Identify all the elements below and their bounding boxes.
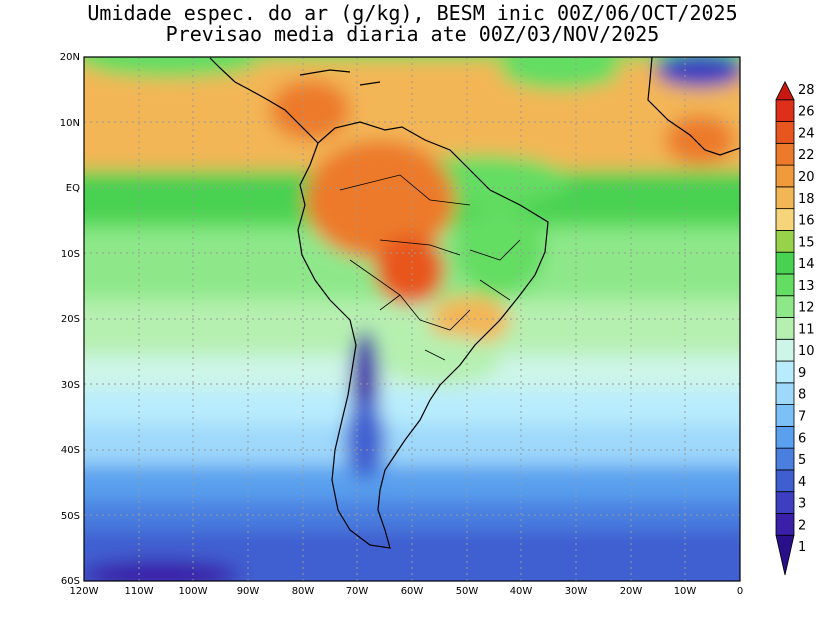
lon-label: 20W	[620, 586, 643, 597]
lon-label: 110W	[125, 586, 154, 597]
colorbar-label: 28	[798, 83, 815, 98]
colorbar-swatch	[775, 186, 795, 210]
colorbar-swatch	[775, 208, 795, 231]
colorbar-swatch	[775, 121, 795, 144]
lon-label: 30W	[565, 586, 588, 597]
colorbar-swatch	[775, 99, 795, 122]
lat-label: 20N	[60, 52, 80, 63]
colorbar-label: 13	[798, 279, 815, 294]
colorbar-label: 5	[798, 453, 806, 468]
colorbar-label: 3	[798, 497, 806, 512]
colorbar-label: 14	[798, 257, 815, 272]
colorbar-label: 9	[798, 366, 806, 381]
latitude-labels: 20N 10N EQ 10S 20S 30S 40S 50S 60S	[60, 52, 80, 587]
colorbar-swatch	[775, 142, 795, 166]
colorbar-swatch	[775, 447, 795, 471]
colorbar-label: 7	[798, 409, 806, 424]
colorbar-label: 8	[798, 388, 806, 403]
lon-label: 60W	[401, 586, 424, 597]
south-america-outline	[297, 121, 549, 549]
longitude-labels: 120W 110W 100W 90W 80W 70W 60W 50W 40W 3…	[70, 586, 744, 597]
colorbar-swatch	[775, 491, 795, 514]
colorbar-label: 2	[798, 518, 806, 533]
colorbar-label: 6	[798, 431, 806, 446]
lat-label: 10S	[61, 249, 80, 260]
colorbar-label: 26	[798, 105, 815, 120]
colorbar-swatch	[775, 338, 795, 362]
colorbar-swatch	[775, 251, 795, 275]
lon-label: 50W	[456, 586, 479, 597]
lon-label: 10W	[674, 586, 697, 597]
lon-label: 100W	[179, 586, 208, 597]
lon-label: 0	[737, 586, 743, 597]
lat-label: 40S	[61, 445, 80, 456]
humidity-field	[84, 57, 740, 581]
colorbar-swatch	[775, 164, 795, 188]
colorbar-label: 11	[798, 322, 815, 337]
lon-label: 120W	[70, 586, 99, 597]
colorbar-label: 15	[798, 235, 815, 250]
colorbar-swatch	[775, 382, 795, 405]
colorbar-swatch	[775, 317, 795, 340]
colorbar-swatch	[775, 230, 795, 253]
colorbar-label: 18	[798, 192, 815, 207]
map-title-line1: Umidade espec. do ar (g/kg), BESM inic 0…	[87, 1, 738, 25]
colorbar-label: 22	[798, 148, 815, 163]
plot-frame	[83, 56, 741, 582]
colorbar-swatch	[775, 469, 795, 493]
colorbar-swatch	[775, 295, 795, 318]
lat-label: EQ	[66, 183, 80, 194]
colorbar-label: 20	[798, 170, 815, 185]
colorbar-label: 4	[798, 475, 806, 490]
lon-label: 80W	[292, 586, 315, 597]
central-america-outline	[209, 57, 319, 144]
colorbar-swatch	[775, 534, 795, 576]
colorbar-swatch	[775, 360, 795, 384]
colorbar-label: 24	[798, 126, 815, 141]
colorbar-swatch	[775, 513, 795, 536]
colorbar-swatch	[775, 80, 795, 101]
graticule	[84, 57, 740, 581]
colorbar-swatch	[775, 425, 795, 449]
map-title-line2: Previsao media diaria ate 00Z/03/NOV/202…	[165, 22, 660, 46]
lon-label: 90W	[237, 586, 260, 597]
lat-label: 20S	[61, 314, 80, 325]
colorbar-swatch	[775, 273, 795, 297]
lat-label: 30S	[61, 380, 80, 391]
africa-outline	[647, 56, 741, 156]
colorbar-swatch	[775, 404, 795, 427]
colorbar-label: 10	[798, 344, 815, 359]
lon-label: 40W	[510, 586, 533, 597]
colorbar-label: 16	[798, 214, 815, 229]
lat-label: 50S	[61, 511, 80, 522]
lat-label: 10N	[60, 118, 80, 129]
coastlines	[209, 56, 741, 549]
lat-label: 60S	[61, 576, 80, 587]
caribbean-islands	[299, 69, 381, 86]
country-borders	[339, 174, 521, 361]
lon-label: 70W	[346, 586, 369, 597]
colorbar-label: 1	[798, 540, 806, 555]
colorbar-label: 12	[798, 301, 815, 316]
